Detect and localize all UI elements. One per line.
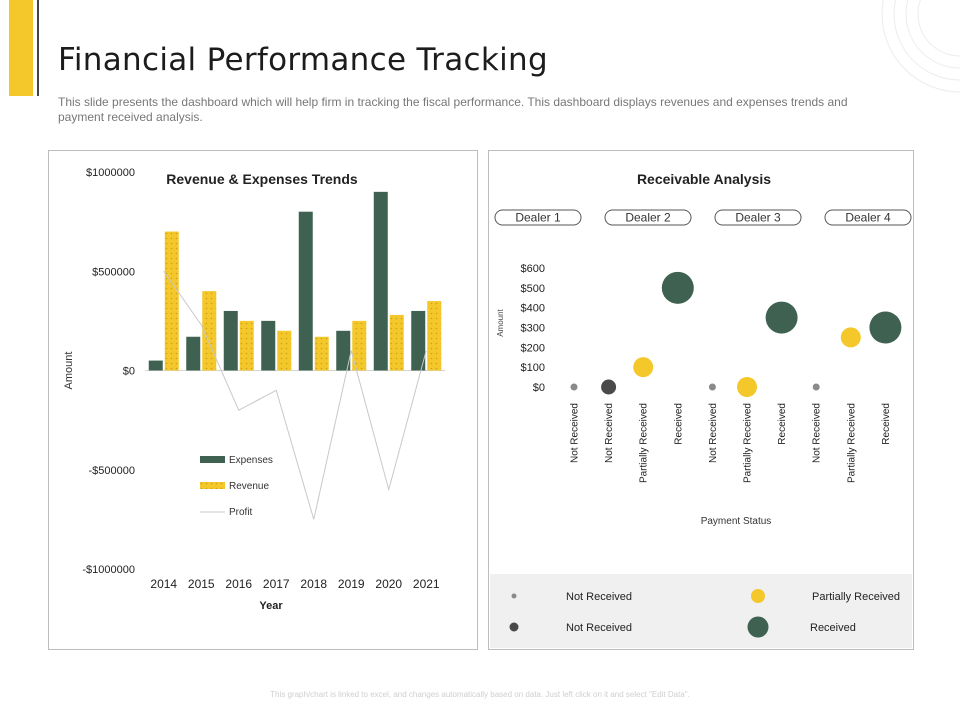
x-tick-label: 2016 [225, 577, 252, 591]
data-point [601, 379, 617, 395]
revenue-bar [352, 320, 367, 371]
dealer-label: Dealer 3 [735, 211, 781, 225]
data-point [708, 383, 716, 391]
legend-label: Partially Received [812, 591, 900, 603]
x-category-label: Received [777, 403, 788, 445]
y-tick-label: $200 [521, 342, 545, 354]
expenses-bar [298, 211, 313, 371]
y-tick-label: $500 [521, 283, 545, 295]
legend-marker [751, 589, 765, 603]
x-tick-label: 2018 [300, 577, 327, 591]
data-point [737, 377, 757, 397]
data-point [570, 383, 578, 391]
legend-box [490, 574, 912, 648]
data-point [633, 357, 654, 378]
receivable-analysis-chart[interactable]: Receivable Analysis Dealer 1 Dealer 2 Deale… [489, 151, 913, 649]
data-point [765, 301, 798, 334]
legend-revenue-label: Revenue [229, 481, 269, 492]
x-category-label: Partially Received [846, 403, 857, 483]
receivable-analysis-panel: Receivable Analysis Dealer 1 Dealer 2 Deale… [488, 150, 914, 650]
x-category-label: Partially Received [639, 403, 650, 483]
dealer-pill [604, 209, 692, 226]
data-point [812, 383, 820, 391]
revenue-expenses-panel: Revenue & Expenses Trends $1000000 $500000… [48, 150, 478, 650]
profit-line [163, 270, 427, 520]
y-tick-label: $600 [521, 263, 545, 275]
revenue-bar [427, 301, 442, 371]
x-axis-label: Year [259, 600, 283, 612]
accent-line [37, 0, 39, 96]
page-title: Financial Performance Tracking [58, 42, 548, 78]
x-tick-label: 2017 [263, 577, 290, 591]
x-category-label: Not Received [570, 403, 581, 463]
x-category-label: Received [881, 403, 892, 445]
chart-title: Revenue & Expenses Trends [166, 171, 358, 187]
data-point [661, 271, 694, 304]
y-tick-label: -$1000000 [82, 564, 135, 576]
legend-profit-label: Profit [229, 507, 253, 518]
expenses-bar [148, 360, 163, 371]
y-tick-label: -$500000 [89, 465, 136, 477]
legend-label: Not Received [566, 622, 632, 634]
dealer-pill [824, 209, 912, 226]
revenue-bar [314, 336, 329, 371]
x-category-label: Not Received [604, 403, 615, 463]
x-category-label: Not Received [812, 403, 823, 463]
legend-expenses-swatch [200, 456, 225, 463]
data-point [840, 327, 861, 348]
footer-note: This graph/chart is linked to excel, and… [270, 690, 690, 699]
x-category-label: Partially Received [743, 403, 754, 483]
y-axis-label: Amount [496, 308, 505, 336]
dealer-label: Dealer 2 [625, 211, 671, 225]
y-tick-label: $0 [123, 366, 135, 378]
legend-label: Received [810, 622, 856, 634]
y-tick-label: $400 [521, 303, 545, 315]
dealer-label: Dealer 4 [845, 211, 891, 225]
accent-bar [9, 0, 33, 96]
y-tick-label: $1000000 [86, 167, 135, 179]
x-tick-label: 2014 [150, 577, 177, 591]
y-tick-label: $0 [533, 382, 545, 394]
legend-marker [511, 593, 517, 599]
dealer-pill [494, 209, 582, 226]
x-tick-label: 2019 [338, 577, 365, 591]
y-axis-label: Amount [63, 352, 75, 390]
x-axis-label: Payment Status [701, 516, 772, 527]
dealer-label: Dealer 1 [515, 211, 561, 225]
legend-marker [747, 616, 769, 638]
y-tick-label: $300 [521, 323, 545, 335]
expenses-bar [411, 310, 426, 371]
x-tick-label: 2015 [188, 577, 215, 591]
x-category-label: Not Received [708, 403, 719, 463]
decorative-arcs [881, 0, 960, 93]
revenue-bar [389, 314, 404, 371]
expenses-bar [261, 320, 276, 371]
legend-label: Not Received [566, 591, 632, 603]
revenue-bar [277, 330, 292, 371]
y-tick-label: $100 [521, 362, 545, 374]
page-subtitle: This slide presents the dashboard which … [58, 95, 848, 124]
revenue-bar [239, 320, 254, 371]
x-category-label: Received [673, 403, 684, 445]
revenue-expenses-chart[interactable]: Revenue & Expenses Trends $1000000 $500000… [49, 151, 477, 649]
revenue-bar [164, 231, 179, 371]
expenses-bar [223, 310, 238, 371]
x-tick-label: 2020 [375, 577, 402, 591]
legend-marker [509, 622, 519, 632]
dealer-pill [714, 209, 802, 226]
expenses-bar [336, 330, 351, 371]
chart-title: Receivable Analysis [637, 171, 771, 187]
expenses-bar [186, 336, 201, 371]
legend-revenue-swatch [200, 482, 225, 489]
data-point [869, 311, 902, 344]
y-tick-label: $500000 [92, 266, 135, 278]
x-tick-label: 2021 [413, 577, 440, 591]
expenses-bar [373, 191, 388, 371]
legend-expenses-label: Expenses [229, 455, 273, 466]
